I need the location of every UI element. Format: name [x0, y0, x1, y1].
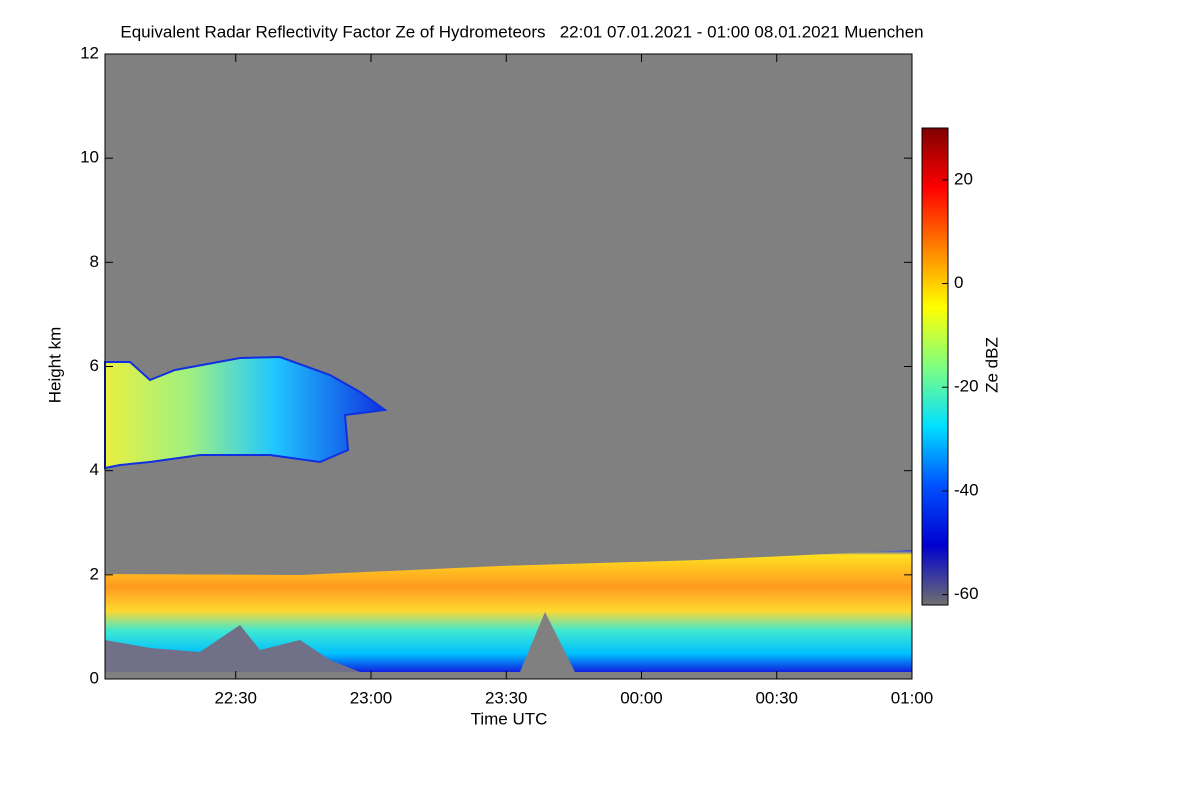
y-tick-label: 2 — [90, 564, 99, 583]
colorbar-tick-label: -60 — [954, 584, 979, 603]
chart-title: Equivalent Radar Reflectivity Factor Ze … — [120, 22, 923, 41]
y-tick-label: 0 — [90, 668, 99, 687]
echo-gap — [520, 612, 575, 672]
colorbar — [921, 127, 949, 606]
y-tick-label: 12 — [80, 43, 99, 62]
colorbar-tick-label: -20 — [954, 377, 979, 396]
y-tick-label: 8 — [90, 252, 99, 271]
x-tick-label: 00:00 — [620, 688, 663, 707]
colorbar-tick-label: -40 — [954, 480, 979, 499]
x-tick-label: 01:00 — [891, 688, 934, 707]
x-tick-label: 23:30 — [485, 688, 528, 707]
y-tick-label: 10 — [80, 148, 99, 167]
y-tick-label: 4 — [90, 460, 99, 479]
x-tick-label: 23:00 — [350, 688, 393, 707]
x-axis-label: Time UTC — [471, 709, 548, 728]
y-axis-label: Height km — [45, 327, 64, 404]
colorbar-tick-label: 20 — [954, 169, 973, 188]
lower-cloud — [105, 550, 912, 672]
colorbar-label: Ze dBZ — [982, 337, 1001, 393]
colorbar-tick-label: 0 — [954, 273, 963, 292]
upper-cloud — [104, 355, 388, 470]
x-tick-label: 00:30 — [755, 688, 798, 707]
echo-gap — [105, 625, 360, 672]
x-tick-label: 22:30 — [214, 688, 257, 707]
y-tick-label: 6 — [90, 356, 99, 375]
